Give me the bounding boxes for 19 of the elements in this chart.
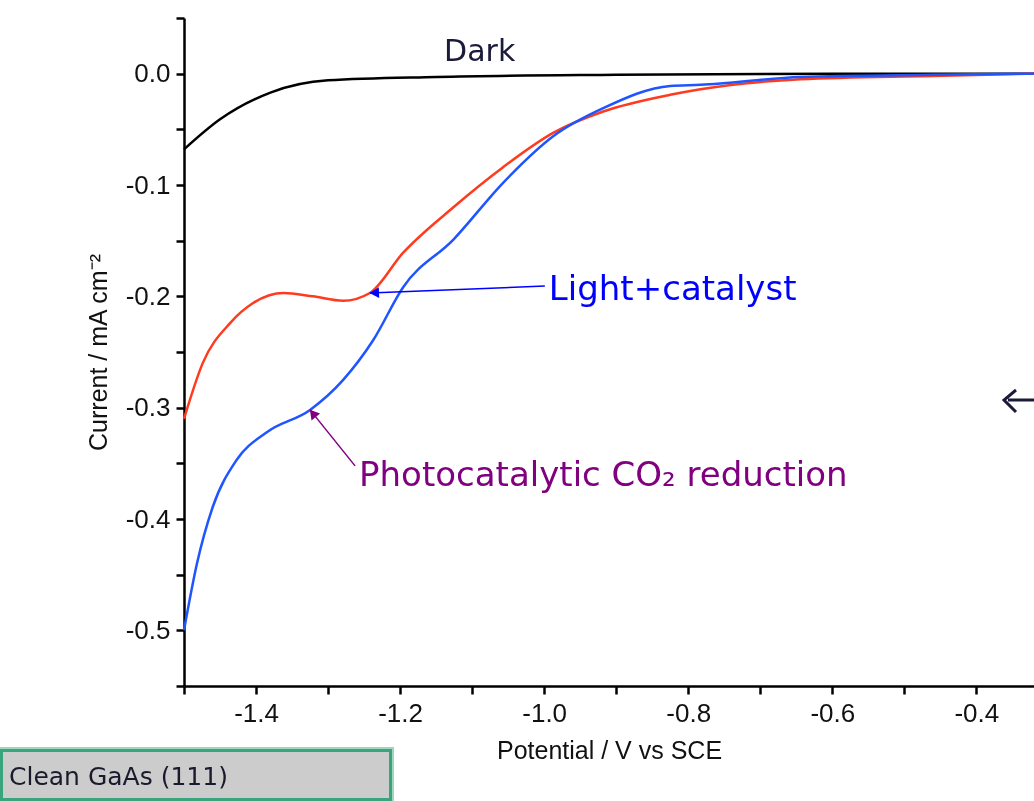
x-tick-label: -0.6 bbox=[810, 697, 856, 728]
x-tick-label: -1.0 bbox=[522, 697, 568, 728]
x-tick-label: -0.8 bbox=[666, 697, 712, 728]
y-tick-label: -0.1 bbox=[125, 169, 171, 200]
annotation: Light+catalyst bbox=[548, 267, 797, 308]
y-tick-label: -0.5 bbox=[125, 614, 171, 645]
annotation: Photocatalytic CO₂ reduction bbox=[359, 453, 848, 494]
line-series bbox=[182, 72, 1034, 632]
x-tick-label: -0.4 bbox=[954, 697, 1000, 728]
x-tick-label: -1.4 bbox=[234, 697, 279, 728]
y-tick-label: -0.4 bbox=[125, 503, 171, 534]
y-tick-label: 0.0 bbox=[134, 58, 171, 89]
y-axis-title: Current / mA cm⁻² bbox=[83, 254, 112, 451]
x-axis-title: Potential / V vs SCE bbox=[496, 735, 723, 764]
text: Clean GaAs (111) bbox=[0, 749, 392, 801]
x-tick-label: -1.2 bbox=[378, 697, 424, 728]
y-tick-label: -0.3 bbox=[125, 392, 171, 423]
series-label: Dark bbox=[444, 33, 516, 69]
y-tick-label: -0.2 bbox=[125, 280, 171, 311]
